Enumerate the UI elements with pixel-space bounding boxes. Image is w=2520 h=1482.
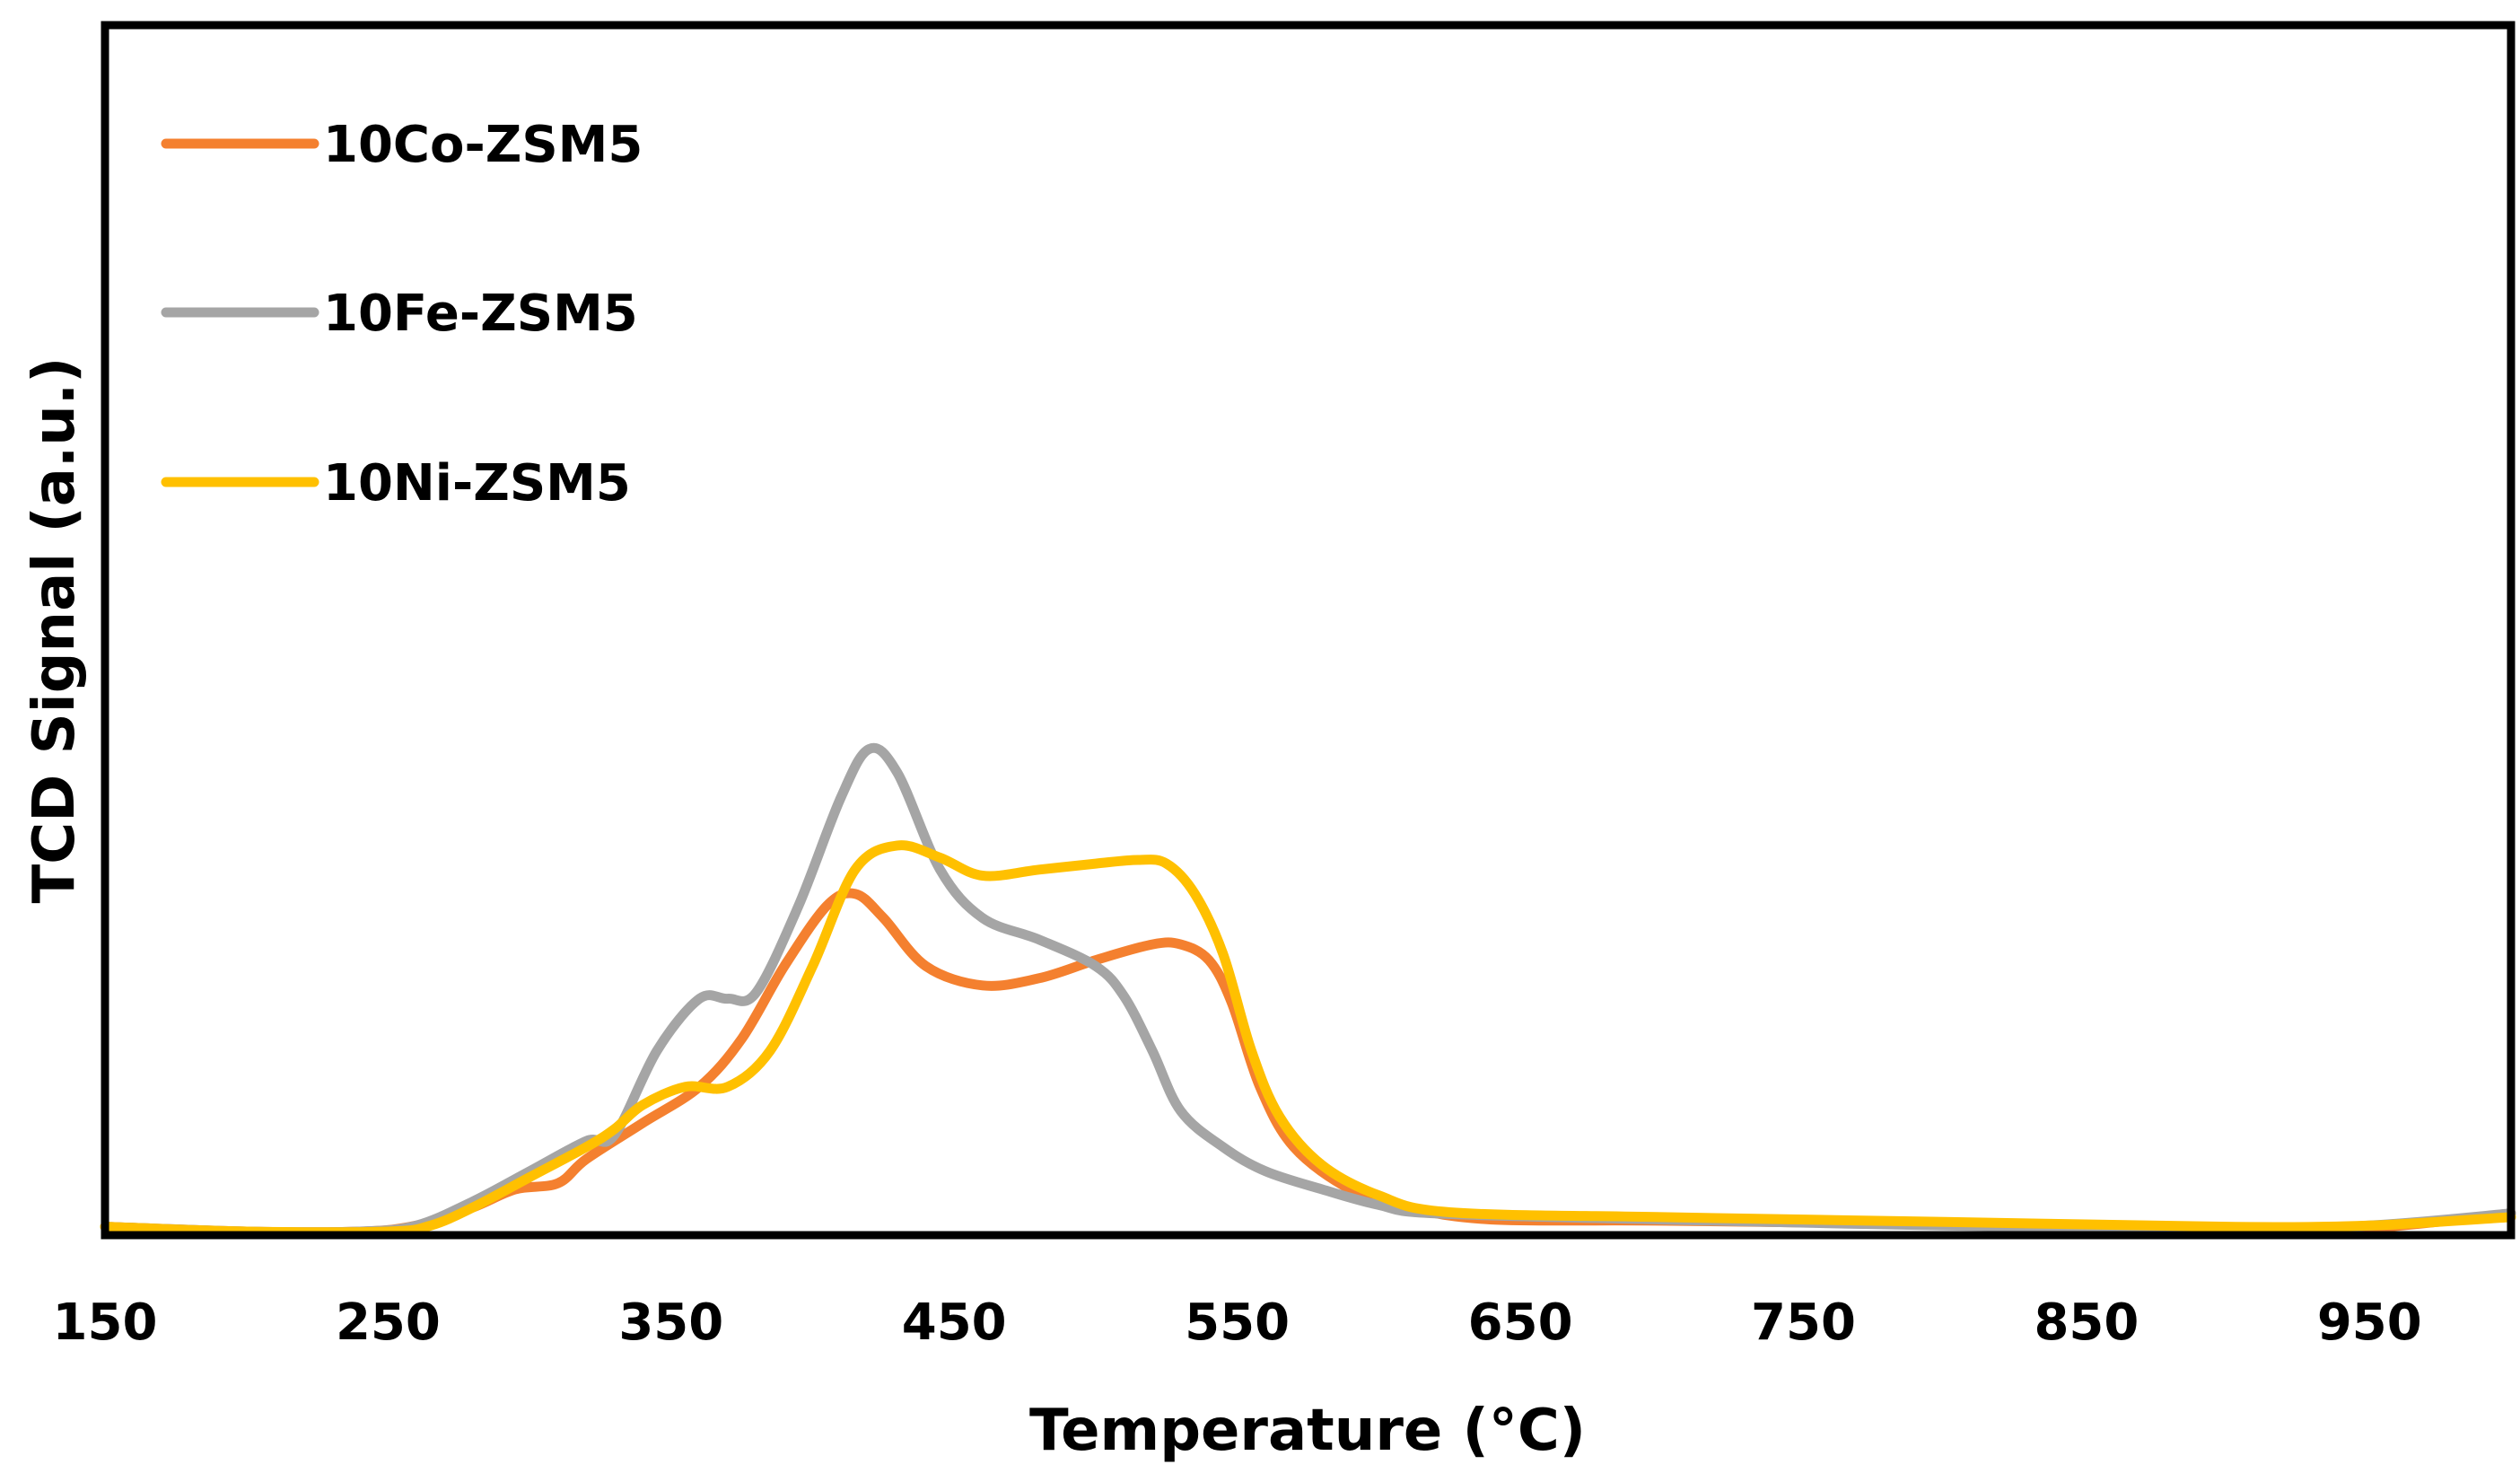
y-axis-title: TCD Signal (a.u.) bbox=[22, 357, 88, 904]
x-tick-label-150: 150 bbox=[53, 1293, 158, 1352]
legend-label-10ni-zsm5: 10Ni-ZSM5 bbox=[323, 454, 631, 513]
x-axis-title: Temperature (°C) bbox=[1029, 1398, 1586, 1464]
plot-area-frame bbox=[101, 21, 2516, 1240]
x-tick-label-250: 250 bbox=[336, 1293, 441, 1352]
legend-label-10co-zsm5: 10Co-ZSM5 bbox=[323, 116, 643, 174]
x-tick-label-350: 350 bbox=[618, 1293, 723, 1352]
x-tick-label-750: 750 bbox=[1751, 1293, 1856, 1352]
x-tick-label-950: 950 bbox=[2317, 1293, 2422, 1352]
x-tick-label-850: 850 bbox=[2034, 1293, 2139, 1352]
legend-item-10co-zsm5: 10Co-ZSM5 bbox=[161, 116, 643, 174]
legend-label-10fe-zsm5: 10Fe-ZSM5 bbox=[323, 285, 638, 343]
series-line-10ni-zsm5 bbox=[100, 840, 2516, 1238]
legend-item-10fe-zsm5: 10Fe-ZSM5 bbox=[161, 285, 638, 343]
x-tick-label-550: 550 bbox=[1185, 1293, 1290, 1352]
x-tick-labels: 150 250 350 450 550 650 750 850 950 bbox=[53, 1293, 2422, 1352]
x-tick-label-650: 650 bbox=[1468, 1293, 1573, 1352]
legend-item-10ni-zsm5: 10Ni-ZSM5 bbox=[161, 454, 631, 513]
x-tick-label-450: 450 bbox=[902, 1293, 1007, 1352]
legend: 10Co-ZSM5 10Fe-ZSM5 10Ni-ZSM5 bbox=[161, 116, 643, 513]
series-layer bbox=[100, 742, 2516, 1238]
